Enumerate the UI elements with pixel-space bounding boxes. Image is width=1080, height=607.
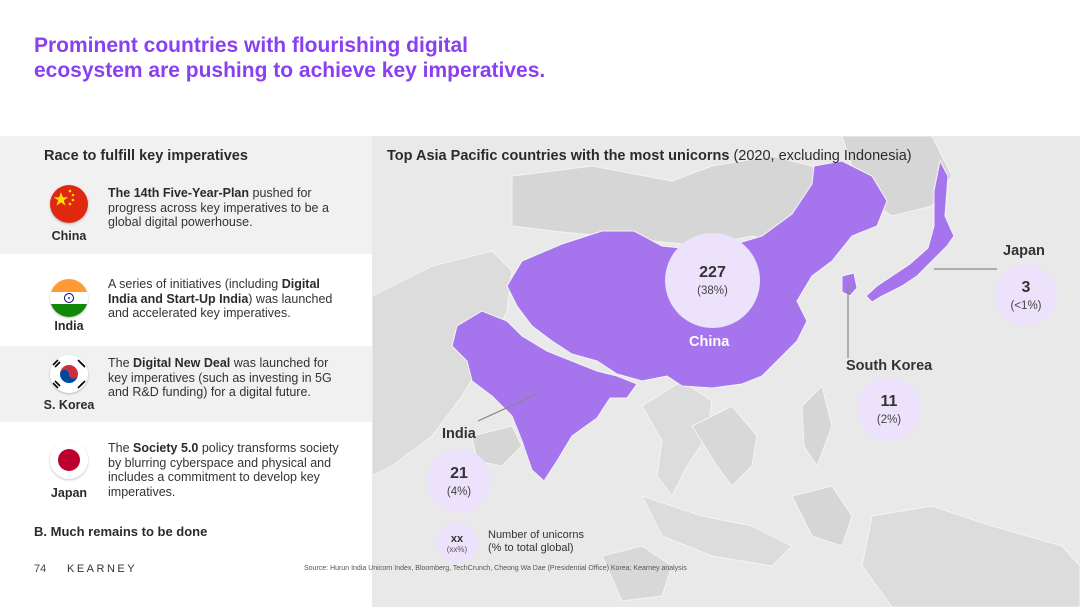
korea-policy-text: was launched for key imperatives (such a…	[108, 356, 332, 399]
india-text-lead: A series of initiatives (including	[108, 277, 282, 291]
country-name-china: China	[51, 229, 87, 243]
country-name-south-korea: S. Korea	[43, 398, 95, 412]
china-policy-name: The 14th Five-Year-Plan	[108, 186, 250, 200]
legend-count-placeholder: xx	[450, 532, 464, 545]
japan-flag-icon	[50, 441, 88, 479]
japan-unicorn-bubble: 3 (<1%)	[995, 264, 1057, 326]
source-note: Source: Hurun India Unicorn Index, Bloom…	[304, 565, 687, 572]
south-korea-unicorn-bubble: 11 (2%)	[857, 377, 921, 441]
japan-unicorn-share: (<1%)	[1010, 299, 1042, 312]
china-unicorn-count: 227	[699, 264, 726, 281]
south-korea-shape	[841, 272, 858, 297]
legend-line-2: (% to total global)	[488, 542, 574, 554]
japan-text-lead: The	[108, 441, 134, 455]
korea-policy-name: Digital New Deal	[133, 356, 231, 370]
south-korea-unicorn-count: 11	[880, 392, 898, 410]
legend-bubble: xx (xx%)	[436, 522, 478, 564]
china-unicorn-share: (38%)	[697, 285, 728, 297]
map-heading-rest: (2020, excluding Indonesia)	[729, 148, 912, 164]
legend-line-1: Number of unicorns	[488, 529, 584, 541]
korea-description: The Digital New Deal was launched for ke…	[108, 356, 348, 400]
left-heading: Race to fulfill key imperatives	[44, 148, 248, 164]
country-name-japan: Japan	[50, 486, 88, 500]
page-title: Prominent countries with flourishing dig…	[34, 34, 546, 82]
page-number: 74	[34, 563, 47, 575]
india-policy-name: Digital India and Start-Up India	[108, 277, 320, 306]
china-description: The 14th Five-Year-Plan pushed for progr…	[108, 186, 348, 230]
south-korea-unicorn-share: (2%)	[876, 413, 902, 426]
korea-text-lead: The	[108, 356, 134, 370]
japan-description: The Society 5.0 policy transforms societ…	[108, 441, 348, 499]
bottom-note: B. Much remains to be done	[34, 524, 208, 539]
south-korea-map-label: South Korea	[846, 358, 933, 374]
china-map-label: China	[689, 334, 730, 350]
map-heading: Top Asia Pacific countries with the most…	[387, 148, 912, 164]
south-korea-flag-icon	[50, 355, 88, 393]
india-policy-text: ) was launched and accelerated key imper…	[108, 291, 333, 321]
japan-unicorn-count: 3	[1021, 278, 1031, 296]
china-unicorn-bubble: 227 (38%)	[665, 233, 760, 328]
india-shape	[451, 310, 638, 482]
india-map-label: India	[442, 426, 476, 442]
legend-text: Number of unicorns (% to total global)	[488, 529, 628, 555]
india-unicorn-count: 21	[450, 464, 468, 482]
map-panel	[372, 136, 1080, 607]
india-unicorn-bubble: 21 (4%)	[427, 449, 491, 513]
china-policy-text: pushed for progress across key imperativ…	[108, 186, 329, 229]
india-flag-icon	[50, 279, 88, 317]
asia-map	[372, 136, 1080, 607]
japan-policy-name: Society 5.0	[133, 441, 199, 455]
india-unicorn-share: (4%)	[446, 485, 472, 498]
brand-logo: KEARNEY	[67, 563, 138, 575]
japan-map-label: Japan	[1003, 243, 1045, 259]
country-name-india: India	[54, 319, 84, 333]
india-description: A series of initiatives (including Digit…	[108, 277, 348, 321]
map-heading-bold: Top Asia Pacific countries with the most…	[387, 148, 730, 164]
japan-policy-text: policy transforms society by blurring cy…	[108, 441, 339, 499]
legend-share-placeholder: (xx%)	[446, 544, 468, 554]
japan-shape	[865, 159, 955, 303]
china-flag-icon	[50, 185, 88, 223]
